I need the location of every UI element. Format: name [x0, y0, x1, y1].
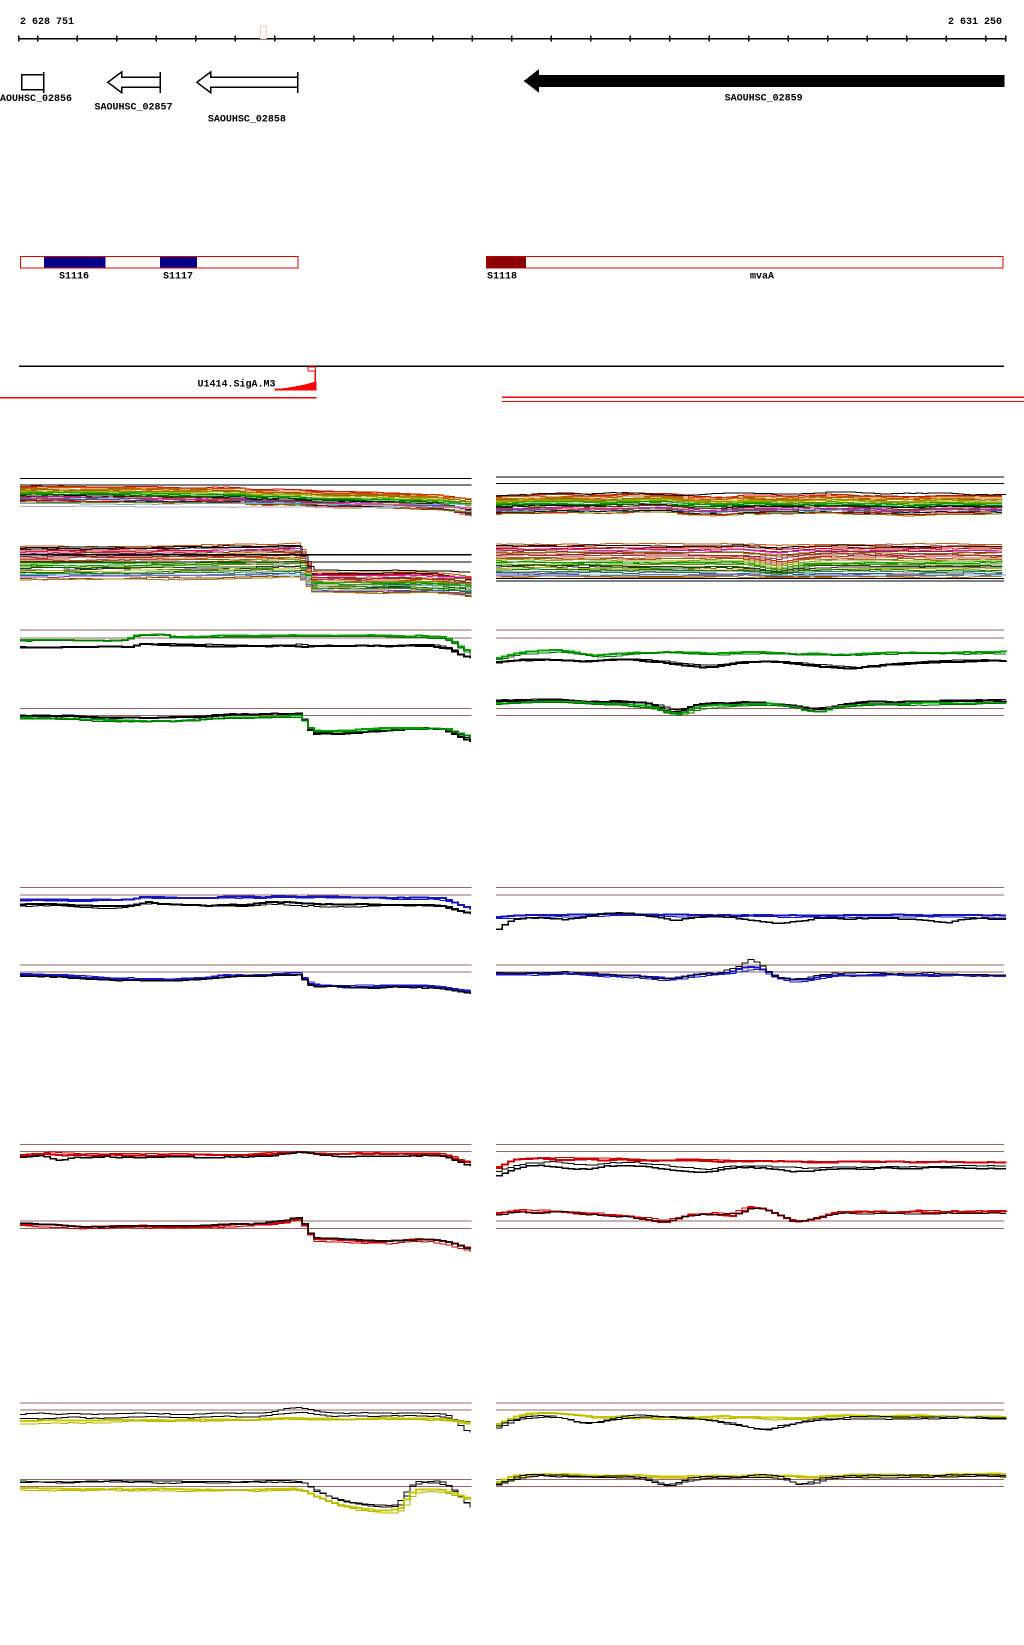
svg-text:U1414.SigA.M3: U1414.SigA.M3: [198, 379, 276, 391]
svg-text:SAOUHSC_02859: SAOUHSC_02859: [725, 94, 803, 105]
svg-text:2 631 250: 2 631 250: [948, 17, 1002, 28]
svg-text:2 628 751: 2 628 751: [20, 17, 74, 28]
svg-text:mvaA: mvaA: [750, 272, 774, 283]
svg-text:SAOUHSC_02856: SAOUHSC_02856: [0, 94, 72, 105]
svg-text:SAOUHSC_02857: SAOUHSC_02857: [94, 103, 172, 114]
svg-text:S1116: S1116: [59, 272, 89, 283]
svg-text:SAOUHSC_02858: SAOUHSC_02858: [208, 115, 286, 126]
svg-text:S1117: S1117: [163, 272, 193, 283]
svg-text:S1118: S1118: [487, 272, 517, 283]
